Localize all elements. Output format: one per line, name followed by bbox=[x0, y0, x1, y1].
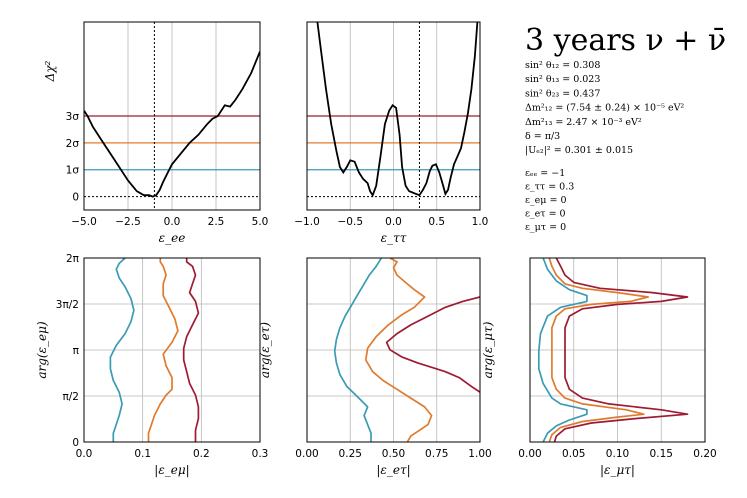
contour-2σ bbox=[364, 258, 433, 442]
x-tick-label: 5.0 bbox=[252, 216, 269, 228]
x-tick-label: 2.5 bbox=[208, 216, 225, 228]
chart-panel-2: −1.0 −0.5 0.0 0.5 1.0 ε_ττ bbox=[294, 21, 489, 245]
contour-2σ bbox=[548, 258, 649, 442]
parameter-line: Δm²₁₂ = (7.54 ± 0.24) × 10⁻⁵ eV² bbox=[525, 103, 684, 114]
x-tick-label: −0.5 bbox=[338, 216, 364, 228]
x-tick-label: 0.3 bbox=[252, 448, 269, 460]
nsi-parameter-line: ε_eμ = 0 bbox=[525, 195, 567, 206]
figure-title: 3 years ν + ν̄ bbox=[525, 23, 726, 58]
axes-frame bbox=[529, 257, 706, 443]
x-tick-label: 0.1 bbox=[134, 448, 151, 460]
contour-1σ bbox=[109, 258, 135, 442]
axes-frame bbox=[83, 21, 261, 211]
contour-3σ bbox=[182, 258, 200, 442]
x-axis-label: |ε_eμ| bbox=[154, 463, 189, 477]
y-axis-label: arg(ε_eτ) bbox=[258, 322, 272, 378]
y-tick-label: π/2 bbox=[62, 391, 79, 403]
y-tick-label: 0 bbox=[72, 192, 79, 204]
parameter-line: |Uₑ₂|² = 0.301 ± 0.015 bbox=[525, 145, 633, 156]
x-tick-label: 1.0 bbox=[472, 216, 489, 228]
nsi-parameter-line: ε_μτ = 0 bbox=[525, 222, 566, 233]
chart-panel-3: 0.0 0.1 0.2 0.3 0 π/2 π 3π/2 2π |ε_eμ| arg(ε_eμ) bbox=[35, 253, 268, 477]
x-tick-label: −1.0 bbox=[294, 216, 320, 228]
chart-panel-1: −5.0 −2.5 0.0 2.5 5.0 0 1σ 2σ 3σ ε_ee Δχ² bbox=[43, 21, 269, 245]
info-block: 3 years ν + ν̄ sin² θ₁₂ = 0.308 sin² θ₁₃ … bbox=[525, 23, 726, 233]
y-tick-label: 2π bbox=[66, 253, 80, 265]
axes-frame bbox=[306, 21, 481, 211]
x-tick-label: 0.5 bbox=[428, 216, 445, 228]
x-tick-label: 0.75 bbox=[425, 448, 448, 460]
y-tick-label: 3σ bbox=[66, 111, 80, 123]
x-tick-label: 0.0 bbox=[385, 216, 402, 228]
nsi-parameter-line: ε_eτ = 0 bbox=[525, 209, 566, 220]
nsi-parameter-line: εₑₑ = −1 bbox=[525, 168, 565, 179]
chart-panel-5: 0.00 0.05 0.10 0.15 0.20 |ε_μτ| arg(ε_μτ) bbox=[481, 257, 717, 477]
nsi-parameter-line: ε_ττ = 0.3 bbox=[525, 182, 574, 193]
y-tick-label: π bbox=[73, 345, 80, 357]
x-tick-label: 0.00 bbox=[518, 448, 541, 460]
x-tick-label: −2.5 bbox=[115, 216, 141, 228]
axes-frame bbox=[306, 257, 481, 443]
x-tick-label: 0.50 bbox=[382, 448, 405, 460]
x-axis-label: |ε_μτ| bbox=[600, 463, 635, 477]
y-axis-label: Δχ² bbox=[43, 60, 57, 82]
parameter-line: Δm²₁₃ = 2.47 × 10⁻³ eV² bbox=[525, 117, 642, 128]
y-axis-label: arg(ε_μτ) bbox=[481, 321, 495, 378]
x-tick-label: −5.0 bbox=[71, 216, 97, 228]
parameter-line: sin² θ₁₂ = 0.308 bbox=[525, 60, 600, 71]
y-tick-label: 3π/2 bbox=[56, 299, 79, 311]
x-axis-label: ε_ee bbox=[159, 231, 186, 245]
delta-chi2-curve bbox=[316, 22, 479, 198]
y-tick-label: 2σ bbox=[66, 138, 80, 150]
delta-chi2-curve bbox=[84, 51, 260, 198]
x-tick-label: 0.25 bbox=[339, 448, 362, 460]
parameter-line: sin² θ₁₃ = 0.023 bbox=[525, 74, 600, 85]
y-axis-label: arg(ε_eμ) bbox=[35, 321, 49, 379]
y-tick-label: 0 bbox=[72, 437, 79, 449]
contour-1σ bbox=[537, 258, 588, 442]
x-tick-label: 1.00 bbox=[468, 448, 491, 460]
y-tick-label: 1σ bbox=[66, 165, 80, 177]
x-tick-label: 0.10 bbox=[606, 448, 629, 460]
contour-2σ bbox=[147, 258, 179, 442]
x-axis-label: |ε_eτ| bbox=[376, 463, 410, 477]
x-tick-label: 0.2 bbox=[193, 448, 210, 460]
x-tick-label: 0.00 bbox=[295, 448, 318, 460]
x-axis-label: ε_ττ bbox=[381, 231, 407, 245]
x-tick-label: 0.20 bbox=[693, 448, 716, 460]
x-tick-label: 0.05 bbox=[562, 448, 585, 460]
axes-frame bbox=[83, 257, 261, 443]
chart-panel-4: 0.00 0.25 0.50 0.75 1.00 |ε_eτ| arg(ε_eτ) bbox=[258, 257, 492, 477]
parameter-line: δ = π/3 bbox=[525, 131, 560, 142]
x-tick-label: 0.15 bbox=[650, 448, 673, 460]
contour-1σ bbox=[333, 258, 383, 442]
parameter-line: sin² θ₂₃ = 0.437 bbox=[525, 88, 600, 99]
contour-3σ bbox=[385, 296, 480, 393]
x-tick-label: 0.0 bbox=[164, 216, 181, 228]
x-tick-label: 0.0 bbox=[76, 448, 93, 460]
contour-3σ bbox=[553, 258, 689, 442]
